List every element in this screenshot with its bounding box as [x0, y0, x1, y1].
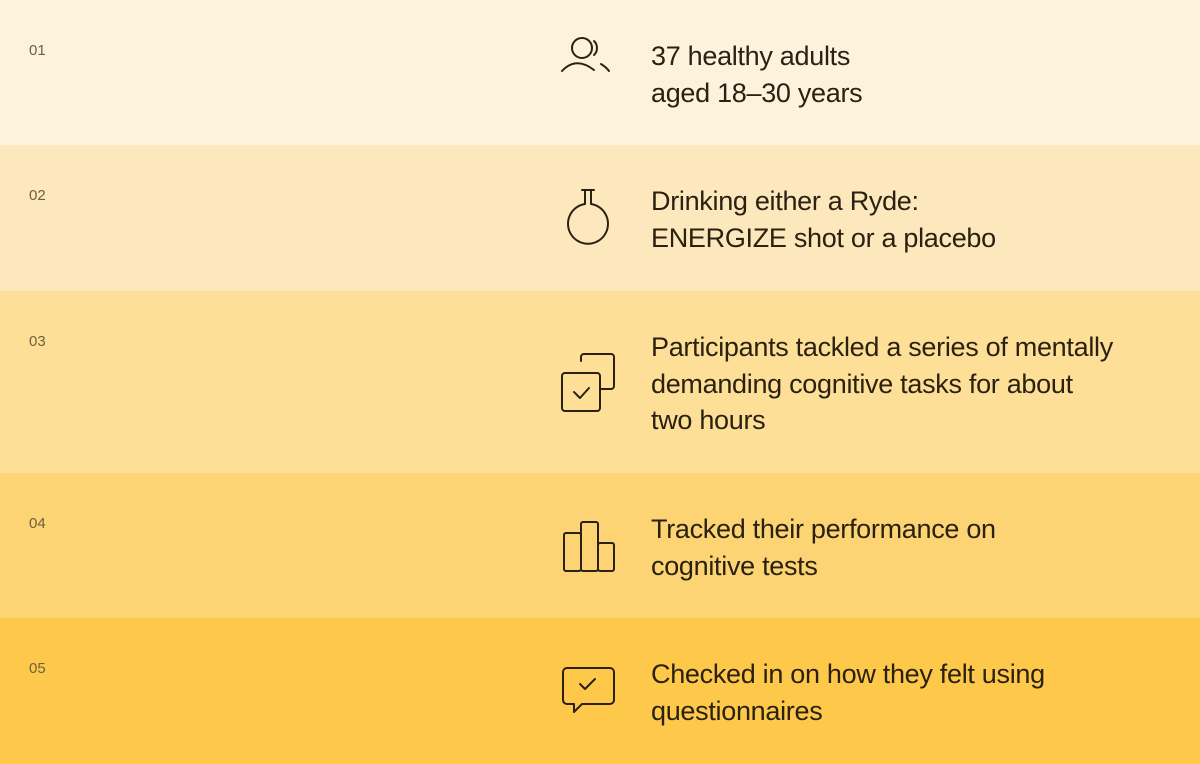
step-number: 03 [29, 333, 46, 350]
step-text: Drinking either a Ryde: ENERGIZE shot or… [651, 186, 996, 253]
step-number: 01 [29, 42, 46, 59]
flask-icon [556, 185, 620, 249]
stacked-checkbox-icon [556, 351, 620, 415]
step-row-3: 03 Participants tackled a series of ment… [0, 291, 1200, 473]
step-text: 37 healthy adults aged 18–30 years [651, 41, 863, 108]
step-row-2: 02 Drinking either a Ryde: ENERGIZE shot… [0, 145, 1200, 291]
step-row-1: 01 37 healthy adults aged 18–30 years [0, 0, 1200, 145]
step-number: 02 [29, 187, 46, 204]
step-text: Participants tackled a series of mentall… [651, 332, 1113, 435]
step-number: 05 [29, 660, 46, 677]
step-text: Checked in on how they felt using questi… [651, 659, 1045, 726]
step-row-5: 05 Checked in on how they felt using que… [0, 618, 1200, 764]
people-icon [556, 32, 620, 96]
chat-check-icon [556, 662, 620, 726]
step-row-4: 04 Tracked their performance on cognitiv… [0, 473, 1200, 618]
step-text: Tracked their performance on cognitive t… [651, 514, 996, 581]
step-number: 04 [29, 515, 46, 532]
bar-chart-icon [556, 517, 620, 581]
